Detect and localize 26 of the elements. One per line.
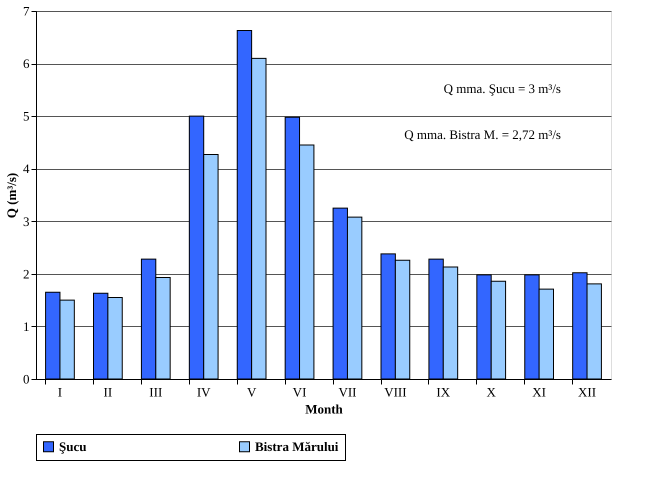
y-tick-label: 0	[23, 372, 30, 386]
x-axis-title: Month	[305, 402, 344, 416]
y-axis-title: Q (m³/s)	[4, 172, 19, 218]
annotation: Q mma. Bistra M. = 2,72 m³/s	[404, 127, 561, 142]
y-tick-label: 7	[23, 4, 30, 18]
y-tick-label: 5	[23, 108, 30, 124]
x-tick-label: V	[246, 384, 257, 400]
y-tick-label: 4	[23, 161, 30, 176]
y-tick-label: 6	[23, 56, 30, 72]
x-tick-label: XI	[532, 384, 546, 400]
annotation: Q mma. Şucu = 3 m³/s	[444, 81, 561, 96]
x-tick-label: VI	[292, 384, 306, 400]
x-tick-label: IX	[436, 384, 451, 400]
x-tick-label: VII	[338, 384, 356, 400]
x-tick-label: II	[104, 384, 112, 400]
x-tick-label: VIII	[384, 384, 407, 400]
legend-label: Bistra Mărului	[255, 438, 339, 454]
y-tick-label: 2	[23, 266, 30, 282]
x-tick-label: I	[58, 384, 62, 400]
y-tick-label: 3	[23, 214, 30, 229]
x-tick-label: XII	[578, 384, 596, 400]
x-tick-label: X	[486, 384, 497, 400]
x-tick-label: III	[149, 384, 162, 400]
legend-label: Şucu	[59, 438, 86, 454]
x-tick-label: IV	[196, 384, 212, 400]
y-tick-label: 1	[23, 318, 30, 334]
